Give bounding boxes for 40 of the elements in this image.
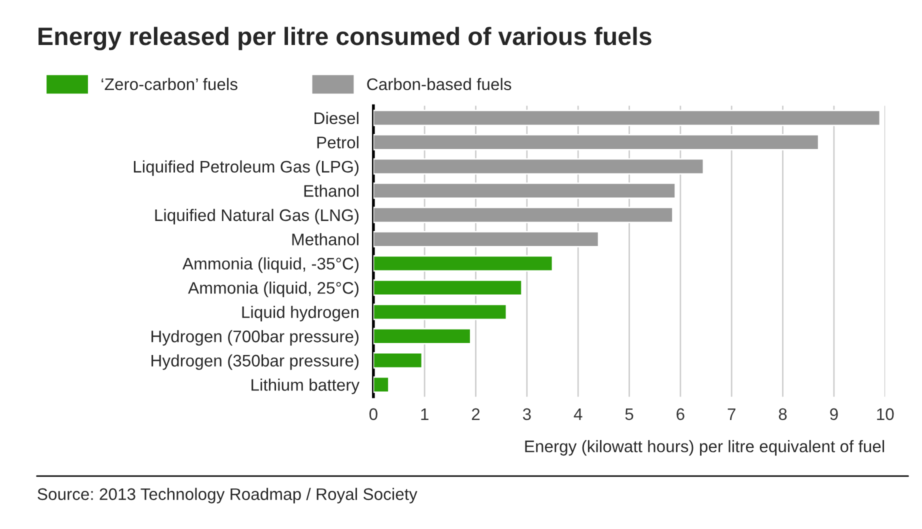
legend-label: ‘Zero-carbon’ fuels — [102, 78, 238, 90]
bar — [373, 255, 554, 272]
x-tick-label: 6 — [676, 408, 684, 420]
y-tick-label: Diesel — [314, 112, 358, 124]
bar — [373, 230, 600, 248]
y-tick-label: Lithium battery — [252, 378, 360, 394]
x-axis-title: Energy (kilowatt hours) per litre equivalent of fuel — [525, 440, 884, 456]
y-tick-label: Liquified Petroleum Gas (LPG) — [134, 160, 358, 176]
y-tick-label: Liquid hydrogen — [242, 306, 358, 322]
x-tick-label: 9 — [830, 408, 838, 420]
x-tick-label: 10 — [877, 408, 894, 420]
y-tick-label: Ammonia (liquid, 25°C) — [188, 282, 358, 298]
x-tick-label: 3 — [522, 408, 531, 420]
x-tick-label: 1 — [421, 408, 428, 420]
bar — [373, 182, 676, 199]
bar — [373, 158, 704, 175]
bar — [373, 279, 522, 296]
y-tick-label: Ethanol — [304, 184, 358, 197]
bar — [373, 304, 508, 320]
x-tick-label: 7 — [728, 408, 736, 420]
x-tick-label: 0 — [369, 408, 378, 420]
x-tick-label: 8 — [778, 408, 787, 420]
bar — [373, 352, 423, 369]
y-tick-label: Petrol — [317, 136, 358, 148]
x-tick-label: 4 — [574, 408, 582, 420]
source-note: Source: 2013 Technology Roadmap / Royal Society — [38, 488, 418, 504]
x-tick-label: 5 — [625, 408, 634, 420]
y-tick-label: Hydrogen (350bar pressure) — [152, 354, 359, 370]
y-tick-label: Liquified Natural Gas (LNG) — [155, 208, 358, 224]
bar — [373, 206, 674, 224]
legend-label: Carbon-based fuels — [367, 78, 512, 90]
y-tick-label: Ammonia (liquid, -35°C) — [182, 257, 358, 273]
bar — [373, 328, 472, 344]
bar — [373, 376, 390, 393]
bar — [373, 134, 820, 150]
chart-title: Energy released per litre consumed of various fuels — [38, 26, 652, 50]
y-tick-label: Methanol — [292, 233, 358, 246]
y-tick-label: Hydrogen (700bar pressure) — [152, 330, 359, 346]
x-tick-label: 2 — [472, 408, 480, 420]
bar — [373, 110, 881, 126]
